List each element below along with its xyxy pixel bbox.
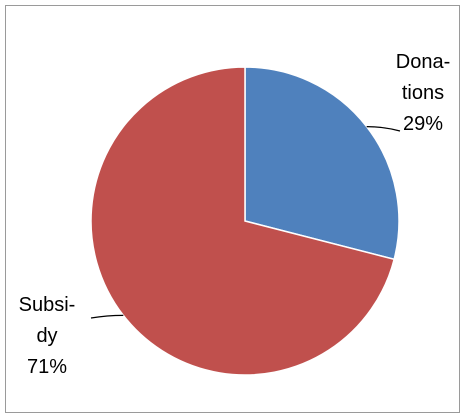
leader-line-donations (366, 126, 401, 132)
data-label-subsidy-line-2: dy (36, 325, 57, 347)
data-label-subsidy: Subsi- dy 71% (19, 294, 76, 378)
data-label-donations-value: 29% (403, 113, 443, 135)
pie-slice-subsidy (90, 66, 396, 376)
data-label-donations-line-1: Dona- (396, 51, 450, 73)
data-label-donations: Dona- tions 29% (396, 51, 450, 135)
leader-line-subsidy (90, 314, 124, 319)
leader-lines (90, 126, 401, 319)
data-label-subsidy-line-1: Subsi- (19, 294, 76, 316)
data-label-subsidy-value: 71% (27, 356, 67, 378)
pie-slices (90, 66, 400, 376)
data-label-donations-line-2: tions (402, 82, 444, 104)
